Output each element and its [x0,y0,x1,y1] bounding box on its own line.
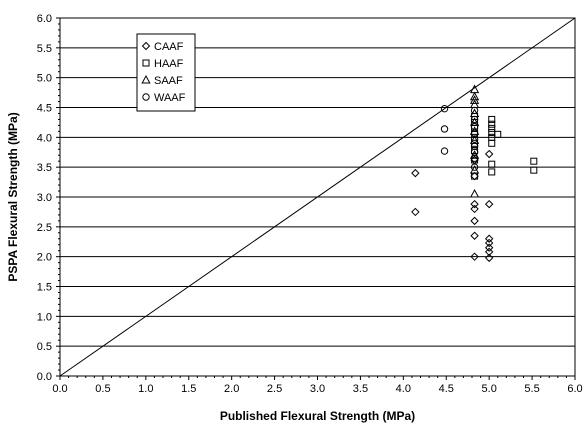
legend-label-haaf: HAAF [154,58,184,70]
saaf-point [469,84,480,94]
caaf-point [484,149,494,159]
caaf-point [484,253,494,263]
x-tick-label: 4.5 [439,383,454,395]
y-tick-label: 0.5 [37,341,52,353]
x-tick-label: 3.0 [310,383,325,395]
legend-label-caaf: CAAF [154,41,184,53]
series-caaf [411,149,494,263]
x-tick-label: 4.0 [396,383,411,395]
y-tick-label: 3.5 [37,162,52,174]
y-tick-label: 2.5 [37,222,52,234]
waaf-point [470,106,479,115]
x-tick-label: 0.5 [95,383,110,395]
caaf-point [470,231,479,240]
y-axis-title: PSPA Flexural Strength (MPa) [6,112,20,281]
legend-label-waaf: WAAF [154,92,186,104]
y-tick-label: 5.5 [37,43,52,55]
caaf-point [411,207,420,217]
legend-marker-saaf [141,74,151,84]
series-waaf [440,104,479,171]
data-points [411,84,538,263]
caaf-point [484,238,494,248]
x-tick-label: 2.0 [224,383,239,395]
x-tick-label: 1.0 [138,383,153,395]
x-tick-label: 3.5 [353,383,368,395]
caaf-point [470,199,479,209]
reference-line-layer [59,17,576,377]
legend-label-saaf: SAAF [154,75,183,87]
y-tick-label: 5.0 [37,73,52,85]
y-tick-label: 4.0 [37,132,52,144]
haaf-point [530,157,538,165]
x-tick-label: 0.0 [52,383,67,395]
x-tick-label: 5.0 [482,383,497,395]
legend: CAAF HAAF SAAF WAAF [136,33,196,112]
legend-marker-caaf [141,41,151,51]
legend-marker-haaf [142,59,150,67]
haaf-point [488,160,496,168]
haaf-point [530,166,538,174]
y-tick-label: 0.0 [37,371,52,383]
axis-ticks: 0.0 0.5 1.0 1.5 2.0 2.5 3.0 3.5 4.0 4.5 5.0 5.5 6.0 0… [37,13,583,395]
x-tick-label: 6.0 [567,383,582,395]
series-haaf [471,112,538,180]
y-tick-label: 1.0 [37,311,52,323]
saaf-point [469,91,480,101]
waaf-point [470,115,479,124]
waaf-point [470,163,479,171]
x-tick-label: 1.5 [181,383,196,395]
y-tick-label: 6.0 [37,13,52,25]
haaf-point [488,115,496,123]
haaf-point [488,124,496,132]
y-tick-label: 3.0 [37,192,52,204]
waaf-point [440,147,449,155]
waaf-point [440,125,449,133]
caaf-point [470,216,479,226]
saaf-point [469,188,480,198]
y-tick-label: 4.5 [37,103,52,115]
x-axis-title: Published Flexural Strength (MPa) [220,409,415,423]
waaf-point [440,104,449,113]
one-to-one-line [59,17,576,377]
haaf-point [494,130,502,138]
x-tick-label: 2.5 [267,383,282,395]
haaf-point [488,120,496,128]
caaf-point [470,171,479,181]
caaf-point [484,234,494,243]
waaf-point [470,142,479,150]
caaf-point [470,204,479,214]
waaf-point [470,122,479,131]
caaf-point [484,243,494,252]
y-tick-label: 2.0 [37,252,52,264]
legend-box [136,33,196,112]
caaf-point [470,252,479,261]
caaf-point [484,199,494,209]
x-tick-label: 5.5 [524,383,539,395]
haaf-point [488,139,496,147]
caaf-point [411,168,420,178]
legend-marker-waaf [142,93,150,101]
caaf-point [484,247,494,257]
y-tick-label: 1.5 [37,282,52,294]
haaf-point [488,168,496,176]
